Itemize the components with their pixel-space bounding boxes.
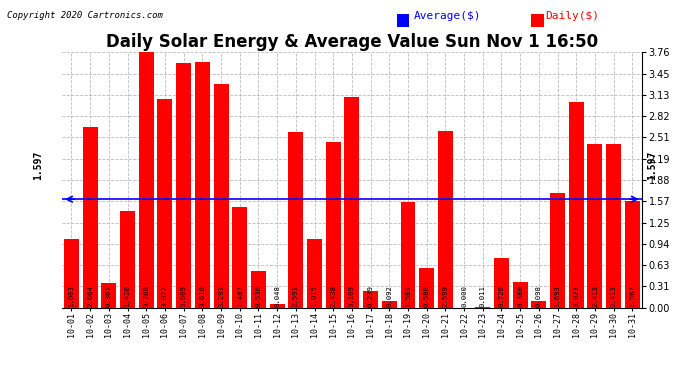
Text: 3.109: 3.109: [349, 285, 355, 307]
Text: Average($): Average($): [414, 11, 482, 21]
Text: 3.023: 3.023: [573, 285, 580, 307]
Text: 0.048: 0.048: [274, 285, 280, 307]
Text: 1.567: 1.567: [629, 285, 635, 307]
Bar: [438, 131, 453, 308]
Text: 1.003: 1.003: [68, 285, 75, 307]
Title: Daily Solar Energy & Average Value Sun Nov 1 16:50: Daily Solar Energy & Average Value Sun N…: [106, 33, 598, 51]
Bar: [344, 97, 359, 308]
Bar: [233, 207, 247, 308]
Text: 1.597: 1.597: [647, 150, 657, 180]
Text: 0.726: 0.726: [498, 285, 504, 307]
Text: 3.616: 3.616: [199, 285, 206, 307]
Bar: [120, 211, 135, 308]
Bar: [251, 271, 266, 308]
Text: 3.760: 3.760: [144, 285, 149, 307]
Text: 2.413: 2.413: [592, 285, 598, 307]
Bar: [400, 202, 415, 308]
Text: 1.561: 1.561: [405, 285, 411, 307]
Text: 0.011: 0.011: [480, 285, 486, 307]
Text: Copyright 2020 Cartronics.com: Copyright 2020 Cartronics.com: [7, 11, 163, 20]
Text: 2.591: 2.591: [293, 285, 299, 307]
Text: 3.291: 3.291: [218, 285, 224, 307]
Text: 0.098: 0.098: [536, 285, 542, 307]
Bar: [326, 142, 341, 308]
Bar: [270, 304, 284, 307]
Bar: [157, 99, 172, 308]
Bar: [513, 282, 528, 308]
Text: 0.361: 0.361: [106, 285, 112, 307]
Text: 0.239: 0.239: [368, 285, 373, 307]
Text: Daily($): Daily($): [545, 11, 599, 21]
Text: 1.420: 1.420: [124, 285, 130, 307]
Text: 1.597: 1.597: [33, 150, 43, 180]
Bar: [569, 102, 584, 308]
Bar: [531, 301, 546, 307]
Bar: [494, 258, 509, 308]
Bar: [64, 240, 79, 308]
Text: 0.000: 0.000: [461, 285, 467, 307]
Bar: [475, 307, 491, 308]
Text: 0.380: 0.380: [518, 285, 523, 307]
Bar: [607, 144, 621, 308]
Text: 0.092: 0.092: [386, 285, 393, 307]
Text: 3.609: 3.609: [181, 285, 186, 307]
Text: 1.015: 1.015: [311, 285, 317, 307]
Text: 0.536: 0.536: [255, 285, 262, 307]
Text: 2.413: 2.413: [611, 285, 617, 307]
Text: 2.599: 2.599: [442, 285, 448, 307]
Bar: [420, 268, 434, 308]
Bar: [288, 132, 304, 308]
Bar: [139, 53, 154, 308]
Bar: [83, 127, 97, 308]
Text: 2.438: 2.438: [331, 285, 336, 307]
Text: 2.664: 2.664: [87, 285, 93, 307]
Bar: [382, 301, 397, 307]
Bar: [587, 144, 602, 308]
Bar: [363, 291, 378, 308]
Text: 3.072: 3.072: [162, 285, 168, 307]
Text: 1.487: 1.487: [237, 285, 243, 307]
Text: 0.588: 0.588: [424, 285, 430, 307]
Bar: [213, 84, 228, 308]
Text: 1.693: 1.693: [555, 285, 560, 307]
Bar: [176, 63, 191, 308]
Bar: [307, 238, 322, 308]
Bar: [550, 193, 565, 308]
Bar: [625, 201, 640, 308]
Bar: [195, 62, 210, 308]
Bar: [101, 283, 117, 308]
